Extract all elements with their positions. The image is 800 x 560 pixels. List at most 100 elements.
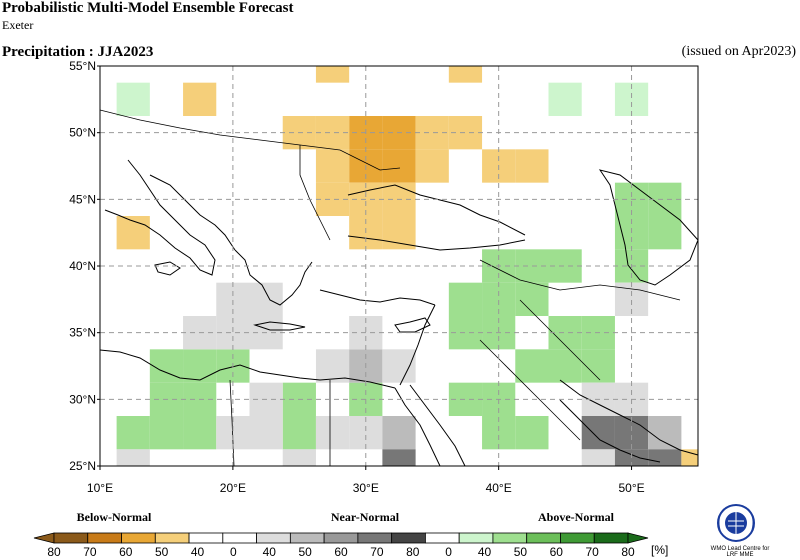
forecast-cell <box>581 349 615 383</box>
forecast-cell <box>382 416 416 450</box>
legend-above-label: Above-Normal <box>538 510 615 524</box>
wmo-emblem-grid <box>728 512 744 534</box>
page-subtitle: Exeter <box>2 18 34 32</box>
map-area <box>99 65 699 467</box>
issued-label: (issued on Apr2023) <box>681 44 796 59</box>
forecast-cell <box>415 149 449 183</box>
forecast-cell <box>116 82 150 116</box>
forecast-cell <box>315 149 350 183</box>
legend-unit: [%] <box>651 543 668 557</box>
legend-arrow-left <box>33 532 55 544</box>
legend-tick-label: 0 <box>230 545 237 559</box>
legend-tick-label: 80 <box>47 545 61 559</box>
legend-swatch <box>87 532 122 544</box>
border-arabia <box>479 339 581 441</box>
gulf-south <box>559 399 661 463</box>
forecast-cell <box>648 416 682 450</box>
forecast-cell <box>315 416 350 450</box>
legend-swatch <box>560 532 595 544</box>
border-middle-east <box>519 299 601 381</box>
coastlines <box>99 109 699 467</box>
lon-tick-label: 50°E <box>618 481 644 495</box>
legend-swatch <box>458 532 494 544</box>
forecast-cell <box>515 282 549 316</box>
forecast-cell <box>382 216 416 250</box>
legend-tick-label: 50 <box>514 545 528 559</box>
legend-swatch <box>289 532 325 544</box>
cyprus-coast <box>394 317 431 333</box>
forecast-cell <box>183 349 217 383</box>
forecast-cell <box>515 349 549 383</box>
turkey-south-coast <box>319 289 436 306</box>
page-title: Probabilistic Multi-Model Ensemble Forec… <box>2 0 294 16</box>
forecast-cell <box>315 66 350 83</box>
legend-tick-label: 70 <box>370 545 384 559</box>
lat-lon-grid <box>100 66 698 466</box>
forecast-cell <box>249 282 283 316</box>
lon-tick-label: 20°E <box>220 481 246 495</box>
lon-tick-label: 30°E <box>353 481 379 495</box>
forecast-cell <box>648 449 682 466</box>
forecast-cell <box>515 416 549 450</box>
axis-labels: 25°N 30°N 35°N 40°N 45°N 50°N 55°N 10°E 20°E 30°E… <box>69 59 644 495</box>
lat-tick-label: 50°N <box>69 126 96 140</box>
forecast-cell <box>116 449 150 466</box>
greece-coast <box>234 249 313 306</box>
levant-coast <box>399 304 436 386</box>
forecast-cell <box>315 349 350 383</box>
legend-below-label: Below-Normal <box>77 510 152 524</box>
legend-tick-label: 60 <box>550 545 564 559</box>
legend-swatch <box>425 532 460 544</box>
legend-swatch <box>188 532 224 544</box>
forecast-cell <box>548 349 582 383</box>
border-east-europe <box>299 145 331 241</box>
border-libya-east <box>229 379 235 467</box>
sicily-coast <box>154 261 181 276</box>
legend-tick-label: 70 <box>83 545 97 559</box>
wmo-caption: WMO Lead Centre for LRF MME <box>700 546 780 558</box>
forecast-cell <box>548 82 582 116</box>
forecast-cell <box>382 449 416 466</box>
legend-swatch <box>526 532 561 544</box>
forecast-cell <box>183 82 217 116</box>
legend-tick-label: 80 <box>406 545 420 559</box>
legend-swatch <box>154 532 190 544</box>
legend-swatch <box>256 532 291 544</box>
legend-tick-label: 0 <box>445 545 452 559</box>
legend-tick-label: 40 <box>263 545 277 559</box>
italy-coast <box>104 159 216 276</box>
variable-label: Precipitation : JJA2023 <box>2 44 154 60</box>
balkan-coast <box>149 174 236 251</box>
forecast-cell <box>183 416 217 450</box>
lat-tick-label: 35°N <box>69 326 96 340</box>
legend-tick-label: 50 <box>155 545 169 559</box>
legend-tick-label: 40 <box>478 545 492 559</box>
black-sea-north <box>347 184 526 236</box>
forecast-cell <box>515 149 549 183</box>
forecast-cell <box>382 149 416 183</box>
lat-tick-label: 30°N <box>69 392 96 406</box>
lat-tick-label: 25°N <box>69 459 96 473</box>
legend-near-label: Near-Normal <box>331 510 400 524</box>
forecast-cell <box>282 416 316 450</box>
lon-tick-label: 10°E <box>87 481 113 495</box>
wmo-caption-line1: WMO Lead Centre for <box>710 546 770 552</box>
legend-colorbar: 80 70 60 50 40 0 40 50 60 70 80 0 40 50 60 70 80 <box>33 532 649 559</box>
lat-tick-label: 40°N <box>69 259 96 273</box>
turkey-north-coast <box>347 235 526 251</box>
wmo-emblem-laurel <box>717 508 755 532</box>
forecast-cell <box>149 416 184 450</box>
forecast-cell <box>382 349 416 383</box>
lat-tick-label: 55°N <box>69 59 96 73</box>
forecast-cell <box>581 449 615 466</box>
legend-swatch <box>222 532 257 544</box>
legend-swatch <box>492 532 528 544</box>
caspian-coast <box>598 169 699 286</box>
forecast-cell <box>448 282 483 316</box>
legend-tick-label: 50 <box>298 545 312 559</box>
gulf-north <box>559 379 699 456</box>
legend-swatch <box>357 532 393 544</box>
legend-swatch <box>121 532 156 544</box>
legend-tick-label: 40 <box>191 545 205 559</box>
